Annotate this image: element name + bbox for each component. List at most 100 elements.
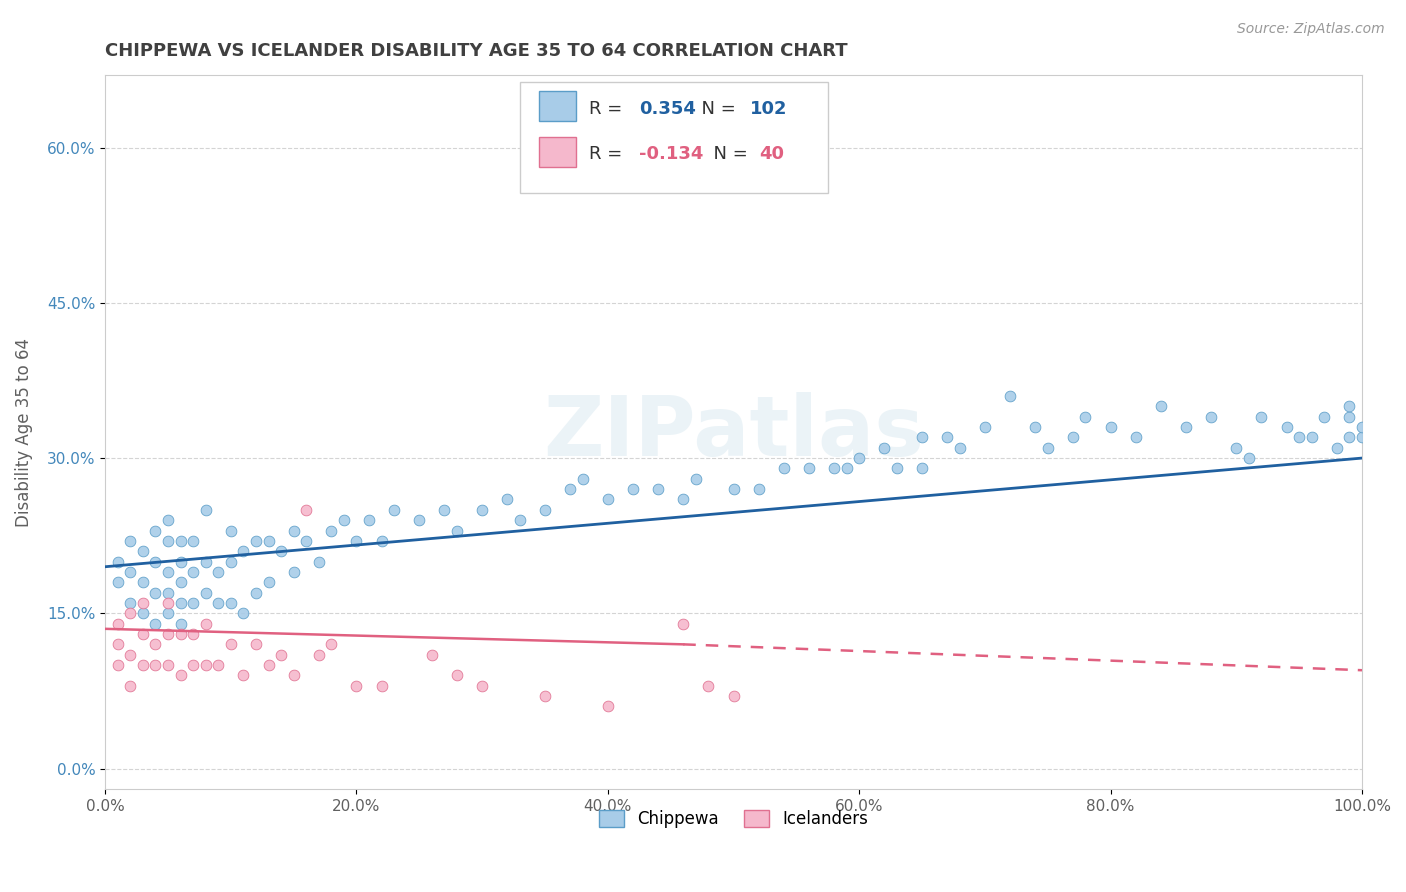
Point xyxy=(1339,409,1361,424)
Y-axis label: Disability Age 35 to 64: Disability Age 35 to 64 xyxy=(15,338,32,526)
Point xyxy=(120,607,142,621)
Point xyxy=(621,482,644,496)
Point xyxy=(120,648,142,662)
Point xyxy=(596,492,619,507)
Point xyxy=(873,441,896,455)
Point xyxy=(207,565,229,579)
Point xyxy=(181,565,204,579)
Point xyxy=(1339,430,1361,444)
Point xyxy=(120,596,142,610)
Point xyxy=(998,389,1021,403)
Point xyxy=(835,461,858,475)
Bar xyxy=(538,136,576,167)
Point xyxy=(232,668,254,682)
Point xyxy=(181,596,204,610)
Point xyxy=(107,555,129,569)
Text: R =: R = xyxy=(589,100,628,119)
Point xyxy=(207,596,229,610)
Point xyxy=(169,555,191,569)
Point xyxy=(1301,430,1323,444)
Point xyxy=(283,565,305,579)
Point xyxy=(156,585,179,599)
Point xyxy=(1351,420,1374,434)
Point xyxy=(1125,430,1147,444)
Point xyxy=(145,524,167,538)
Point xyxy=(156,607,179,621)
Point xyxy=(723,689,745,703)
Point xyxy=(194,555,217,569)
Point xyxy=(257,575,280,590)
Point xyxy=(219,524,242,538)
Point xyxy=(471,679,494,693)
Point xyxy=(420,648,443,662)
Point xyxy=(697,679,720,693)
Point xyxy=(283,668,305,682)
Point xyxy=(534,689,557,703)
Point xyxy=(145,616,167,631)
Point xyxy=(848,451,870,466)
Point xyxy=(321,637,343,651)
Point xyxy=(446,668,468,682)
Point xyxy=(685,472,707,486)
Point xyxy=(283,524,305,538)
Point xyxy=(1074,409,1097,424)
Point xyxy=(156,627,179,641)
Point xyxy=(1199,409,1222,424)
Point xyxy=(357,513,380,527)
Text: Source: ZipAtlas.com: Source: ZipAtlas.com xyxy=(1237,22,1385,37)
Point xyxy=(245,585,267,599)
Point xyxy=(232,607,254,621)
Point xyxy=(194,585,217,599)
Point xyxy=(156,565,179,579)
Point xyxy=(571,472,593,486)
Point xyxy=(245,637,267,651)
Text: -0.134: -0.134 xyxy=(640,145,703,163)
Point xyxy=(156,533,179,548)
Point xyxy=(471,503,494,517)
Point xyxy=(245,533,267,548)
Point xyxy=(823,461,845,475)
Point xyxy=(1099,420,1122,434)
Point xyxy=(132,627,155,641)
Point xyxy=(346,533,368,548)
Point xyxy=(257,658,280,673)
Point xyxy=(370,679,392,693)
Point xyxy=(169,533,191,548)
Point xyxy=(911,461,934,475)
Point xyxy=(107,637,129,651)
Point xyxy=(697,141,720,155)
Point xyxy=(408,513,430,527)
Point xyxy=(232,544,254,558)
Point xyxy=(181,627,204,641)
Point xyxy=(107,575,129,590)
Point xyxy=(1150,400,1173,414)
Text: N =: N = xyxy=(689,100,741,119)
Point xyxy=(333,513,356,527)
Point xyxy=(1024,420,1046,434)
Point xyxy=(1288,430,1310,444)
Point xyxy=(496,492,519,507)
Point xyxy=(132,607,155,621)
Point xyxy=(949,441,972,455)
Point xyxy=(509,513,531,527)
Point xyxy=(120,679,142,693)
Text: 0.354: 0.354 xyxy=(640,100,696,119)
Point xyxy=(156,596,179,610)
Point xyxy=(446,524,468,538)
Point xyxy=(672,616,695,631)
Point xyxy=(107,616,129,631)
Point xyxy=(308,555,330,569)
Point xyxy=(169,596,191,610)
Point xyxy=(194,503,217,517)
Text: CHIPPEWA VS ICELANDER DISABILITY AGE 35 TO 64 CORRELATION CHART: CHIPPEWA VS ICELANDER DISABILITY AGE 35 … xyxy=(105,42,848,60)
Point xyxy=(169,575,191,590)
Text: ZIPatlas: ZIPatlas xyxy=(543,392,924,473)
Point xyxy=(181,658,204,673)
Point xyxy=(1313,409,1336,424)
Point xyxy=(169,627,191,641)
Bar xyxy=(538,91,576,121)
Point xyxy=(1062,430,1084,444)
Point xyxy=(1250,409,1272,424)
Point xyxy=(270,544,292,558)
Point xyxy=(534,503,557,517)
